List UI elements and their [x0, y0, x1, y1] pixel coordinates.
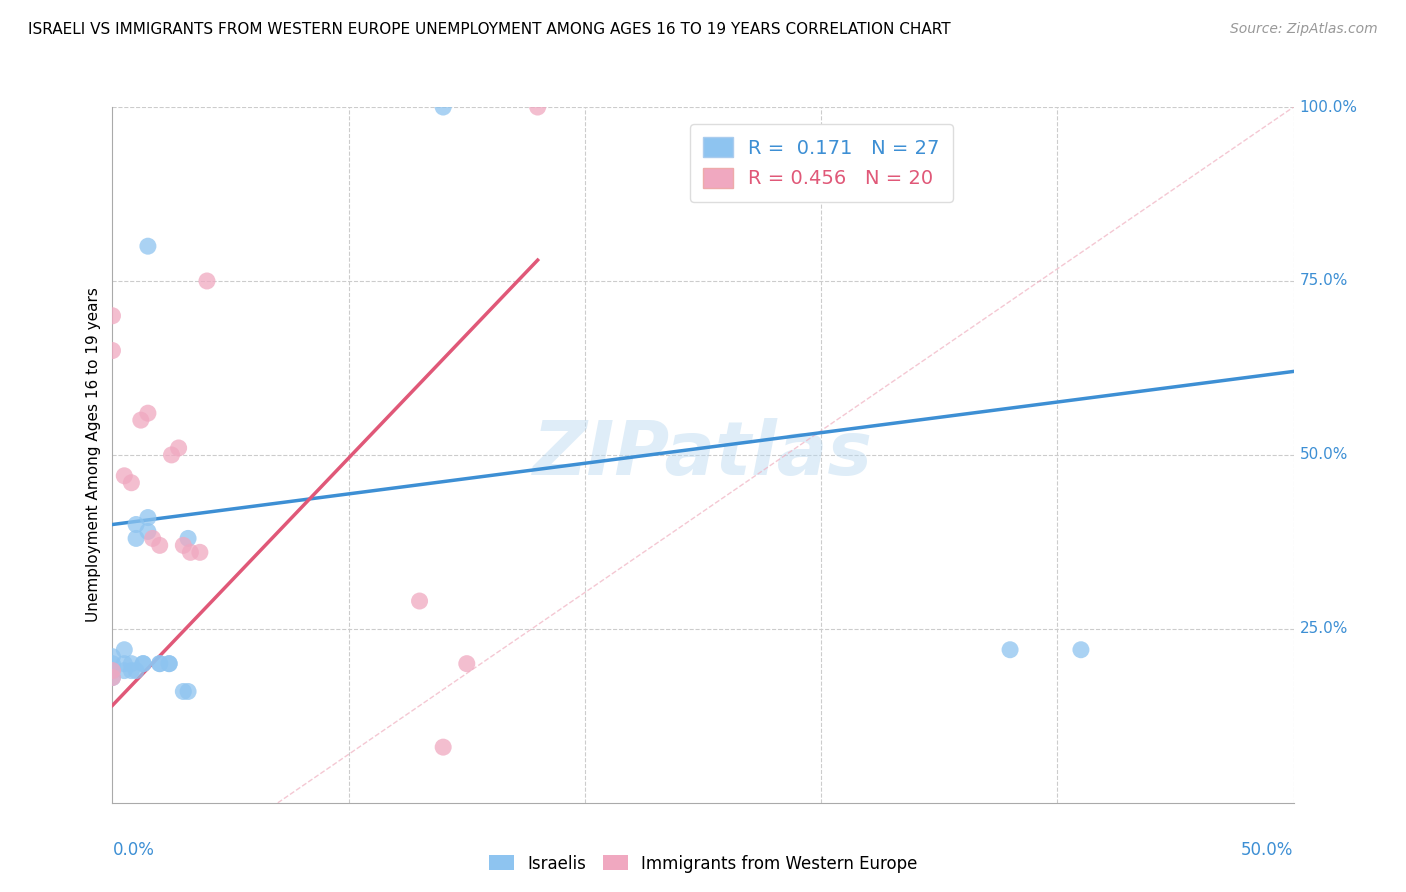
Point [125, 517, 148, 532]
Point [129, 413, 152, 427]
Text: 50.0%: 50.0% [1241, 841, 1294, 859]
Point [101, 649, 124, 664]
Point [101, 657, 124, 671]
Point [142, 532, 165, 546]
Point [125, 532, 148, 546]
Point [179, 545, 201, 559]
Point [160, 448, 183, 462]
Point [132, 657, 155, 671]
Point [167, 441, 190, 455]
Point [112, 642, 135, 657]
Point [998, 642, 1021, 657]
Text: 100.0%: 100.0% [1299, 100, 1357, 114]
Point [120, 664, 142, 678]
Point [149, 538, 172, 552]
Point [177, 684, 200, 698]
Point [172, 538, 194, 552]
Point [432, 100, 454, 114]
Point [120, 475, 142, 490]
Point [149, 657, 172, 671]
Point [408, 594, 430, 608]
Point [132, 657, 155, 671]
Point [101, 343, 124, 358]
Point [149, 657, 172, 671]
Point [526, 100, 548, 114]
Point [112, 657, 135, 671]
Text: Source: ZipAtlas.com: Source: ZipAtlas.com [1230, 22, 1378, 37]
Point [136, 239, 159, 253]
Point [125, 664, 148, 678]
Point [101, 671, 124, 685]
Point [1070, 642, 1092, 657]
Text: 50.0%: 50.0% [1299, 448, 1348, 462]
Point [101, 664, 124, 678]
Point [101, 309, 124, 323]
Text: 0.0%: 0.0% [112, 841, 155, 859]
Text: ISRAELI VS IMMIGRANTS FROM WESTERN EUROPE UNEMPLOYMENT AMONG AGES 16 TO 19 YEARS: ISRAELI VS IMMIGRANTS FROM WESTERN EUROP… [28, 22, 950, 37]
Point [177, 532, 200, 546]
Y-axis label: Unemployment Among Ages 16 to 19 years: Unemployment Among Ages 16 to 19 years [86, 287, 101, 623]
Point [112, 468, 135, 483]
Text: 75.0%: 75.0% [1299, 274, 1348, 288]
Text: 25.0%: 25.0% [1299, 622, 1348, 636]
Point [188, 545, 211, 559]
Point [120, 657, 142, 671]
Point [112, 664, 135, 678]
Point [456, 657, 478, 671]
Point [432, 740, 454, 755]
Text: ZIPatlas: ZIPatlas [533, 418, 873, 491]
Point [157, 657, 180, 671]
Point [172, 684, 194, 698]
Point [101, 671, 124, 685]
Point [195, 274, 218, 288]
Point [136, 406, 159, 420]
Point [101, 664, 124, 678]
Point [136, 524, 159, 539]
Legend: Israelis, Immigrants from Western Europe: Israelis, Immigrants from Western Europe [482, 848, 924, 880]
Point [157, 657, 180, 671]
Point [136, 510, 159, 524]
Legend: R =  0.171   N = 27, R = 0.456   N = 20: R = 0.171 N = 27, R = 0.456 N = 20 [690, 124, 953, 202]
